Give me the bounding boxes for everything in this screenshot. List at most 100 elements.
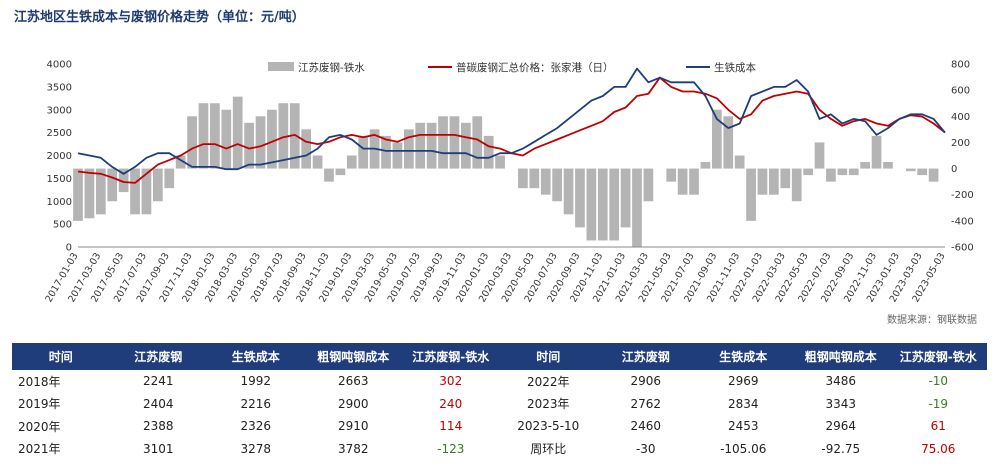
bar-mark xyxy=(575,168,585,228)
legend-label-bar: 江苏废钢-铁水 xyxy=(298,61,365,74)
table-cell: -105.06 xyxy=(720,441,767,456)
bar-mark xyxy=(883,162,893,169)
table-row: 2020年 2388 2326 2910 114 2023-5-10 2460 2453 296… xyxy=(12,415,987,438)
table-cell: 61 xyxy=(930,419,946,434)
bar-mark xyxy=(700,162,711,169)
bar-mark xyxy=(415,122,426,169)
bar-mark xyxy=(632,168,642,247)
table-cell: 2460 xyxy=(630,419,662,434)
bar-mark xyxy=(232,96,243,169)
bar-mark xyxy=(449,116,460,169)
legend: 江苏废钢-铁水 普碳废钢汇总价格：张家港（日） 生铁成本 xyxy=(268,61,756,74)
bar-mark xyxy=(871,135,882,169)
table-header-cell: 粗钢吨钢成本 xyxy=(792,343,890,370)
bar-mark xyxy=(358,135,369,169)
table-row: 2021年 3101 3278 3782 -123 周环比 -30 -105.06 -92.75… xyxy=(12,438,987,461)
bar-mark xyxy=(255,116,266,169)
bar-mark xyxy=(346,155,357,169)
chart-title: 江苏地区生铁成本与废钢价格走势（单位：元/吨） xyxy=(14,10,305,25)
table-cell: 75.06 xyxy=(921,441,956,456)
bar-mark xyxy=(677,168,688,195)
table-cell: 2964 xyxy=(825,419,857,434)
table-cell: 2388 xyxy=(142,419,174,434)
table-header-cell: 生铁成本 xyxy=(694,343,792,370)
bar-mark xyxy=(392,142,403,169)
table-cell: -92.75 xyxy=(821,441,861,456)
bar-mark xyxy=(723,116,734,169)
bar-mark xyxy=(643,168,654,202)
right-tick-label: 400 xyxy=(951,112,970,123)
table-header-cell: 江苏废钢 xyxy=(597,343,695,370)
bar-mark xyxy=(689,168,699,195)
bar-mark xyxy=(711,109,722,169)
bar-mark xyxy=(814,142,825,169)
bar-mark xyxy=(107,168,118,202)
right-tick-label: -400 xyxy=(951,216,974,227)
right-tick-label: -600 xyxy=(951,243,974,254)
bar-mark xyxy=(175,155,186,169)
table-header-cell: 江苏废钢-铁水 xyxy=(889,343,987,370)
table-header-cell: 江苏废钢-铁水 xyxy=(402,343,500,370)
table-header-cell: 时间 xyxy=(499,343,597,370)
bar-mark xyxy=(860,162,870,169)
legend-swatch-bar xyxy=(268,62,294,71)
table-cell: 2023-5-10 xyxy=(517,419,580,434)
table-cell: -123 xyxy=(437,441,465,456)
table-header-cell: 生铁成本 xyxy=(207,343,305,370)
right-tick-label: 0 xyxy=(951,164,957,175)
table-cell: 2021年 xyxy=(18,442,61,457)
table-cell: 2910 xyxy=(337,419,369,434)
bar-mark xyxy=(403,129,414,169)
table-cell: 2663 xyxy=(337,374,369,389)
table-cell: -19 xyxy=(928,396,949,411)
bar-mark xyxy=(118,168,129,193)
bar-mark xyxy=(609,168,620,241)
bar-series xyxy=(73,96,939,247)
table-cell: 1992 xyxy=(240,374,272,389)
table-header-cell: 粗钢吨钢成本 xyxy=(304,343,402,370)
table-cell: 周环比 xyxy=(530,442,567,457)
bar-mark xyxy=(187,116,197,169)
table-cell: 2762 xyxy=(630,396,662,411)
right-tick-label: 800 xyxy=(951,60,970,71)
bar-mark xyxy=(278,103,289,169)
bar-mark xyxy=(495,155,505,169)
bar-mark xyxy=(438,116,448,169)
bar-mark xyxy=(130,168,140,215)
bar-mark xyxy=(803,168,813,176)
bar-mark xyxy=(483,135,494,169)
bar-mark xyxy=(666,168,677,182)
bar-mark xyxy=(324,168,334,182)
bar-mark xyxy=(153,168,163,202)
left-tick-label: 500 xyxy=(53,220,72,231)
bar-mark xyxy=(552,168,562,202)
bar-mark xyxy=(826,168,836,182)
bar-mark xyxy=(597,168,608,241)
table-body: 2018年 2241 1992 2663 302 2022年 2906 2969 3486 -10… xyxy=(12,370,987,460)
bar-mark xyxy=(540,168,551,195)
bar-mark xyxy=(757,168,768,195)
table-cell: 3486 xyxy=(825,374,857,389)
bar-mark xyxy=(461,122,471,169)
left-tick-label: 3500 xyxy=(47,82,72,93)
bar-mark xyxy=(529,168,540,189)
table-cell: 302 xyxy=(439,374,463,389)
summary-table: 时间 江苏废钢 生铁成本 粗钢吨钢成本 江苏废钢-铁水 时间 江苏废钢 生铁成本 粗钢吨钢成本江… xyxy=(12,343,987,460)
line-series xyxy=(77,67,946,184)
table-cell: 2019年 xyxy=(18,397,61,412)
right-tick-label: 200 xyxy=(951,138,970,149)
bar-mark xyxy=(335,168,346,176)
table-cell: 2241 xyxy=(142,374,174,389)
table-cell: 2023年 xyxy=(526,397,570,412)
table-cell: 2018年 xyxy=(18,374,61,389)
bar-mark xyxy=(73,168,83,221)
table-cell: 240 xyxy=(439,396,463,411)
table-row: 2019年 2404 2216 2900 240 2023年 2762 2834 3343 -19 xyxy=(12,393,987,416)
table-cell: -10 xyxy=(928,374,949,389)
table-cell: 2216 xyxy=(240,396,272,411)
bar-mark xyxy=(84,168,95,219)
left-tick-label: 2000 xyxy=(47,151,72,162)
bar-mark xyxy=(780,168,791,189)
table-cell: 2900 xyxy=(337,396,369,411)
left-tick-label: 3000 xyxy=(47,105,72,116)
